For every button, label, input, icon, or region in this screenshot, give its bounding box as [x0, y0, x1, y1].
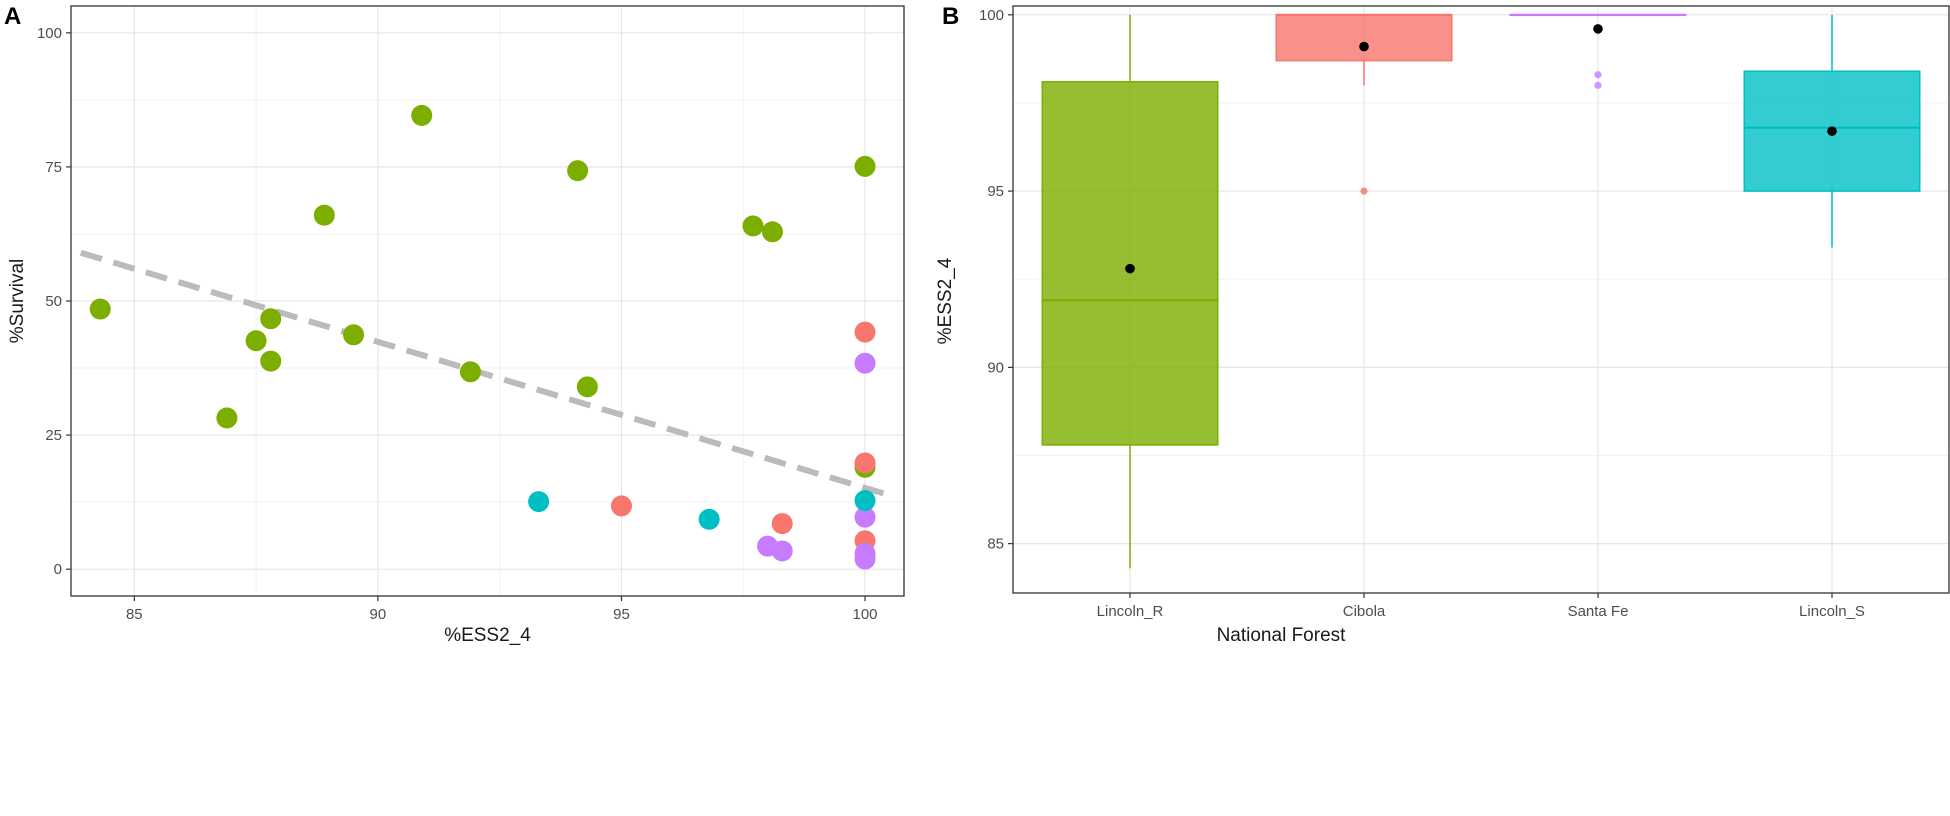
panel-b-y-tick-label: 85	[987, 536, 1004, 553]
panel-a-y-tick-label: 100	[37, 25, 62, 42]
scatter-point-lincoln-r	[761, 221, 783, 243]
panel-b: B 85 90 95 100 Lincoln_R Cibola Santa Fe Lincol…	[935, 3, 1950, 646]
panel-b-x-tick-label: Cibola	[1343, 603, 1386, 620]
panel-a-points	[89, 104, 876, 570]
panel-a-grid	[71, 6, 904, 596]
panel-a-x-tick-label: 100	[853, 606, 878, 623]
scatter-point-lincoln-r	[313, 204, 335, 226]
scatter-point-lincoln-s	[528, 491, 550, 513]
scatter-point-lincoln-r	[742, 215, 764, 237]
scatter-point-lincoln-r	[216, 407, 238, 429]
panel-b-label: B	[942, 3, 959, 30]
panel-b-y-tick-label: 90	[987, 359, 1004, 376]
box-body-cibola	[1275, 14, 1453, 62]
panel-b-y-axis-title: %ESS2_4	[935, 257, 956, 344]
panel-a-x-tick-label: 90	[370, 606, 387, 623]
scatter-point-cibola	[771, 513, 793, 535]
scatter-point-lincoln-r	[854, 155, 876, 177]
panel-b-y-tick-label: 100	[979, 7, 1004, 24]
panel-a-y-tick-label: 75	[45, 159, 62, 176]
panel-a-y-tick-label: 0	[54, 561, 62, 578]
panel-a-x-axis-title: %ESS2_4	[444, 625, 531, 646]
panel-a-ticks: 85 90 95 100 0 25 50 75 100	[37, 25, 878, 623]
panel-a-trendline	[79, 249, 891, 499]
scatter-point-lincoln-r	[411, 104, 433, 126]
panel-b-y-tick-label: 95	[987, 183, 1004, 200]
panel-b-x-axis-title: National Forest	[1217, 625, 1347, 646]
scatter-point-lincoln-s	[698, 508, 720, 530]
panel-b-boxes	[1041, 13, 1921, 569]
scatter-point-cibola	[854, 321, 876, 343]
box-outlier-santa-fe	[1594, 81, 1602, 89]
panel-b-ticks: 85 90 95 100 Lincoln_R Cibola Santa Fe Lincoln_…	[979, 7, 1865, 620]
scatter-point-santa-fe	[854, 506, 876, 528]
box-mean-lincoln-s	[1827, 126, 1837, 136]
panel-a-y-tick-label: 50	[45, 293, 62, 310]
panel-b-x-tick-label: Santa Fe	[1568, 603, 1629, 620]
box-mean-lincoln-r	[1125, 263, 1135, 274]
scatter-point-lincoln-s	[854, 490, 876, 512]
scatter-point-lincoln-r	[567, 160, 589, 182]
panel-a: A 85 90 95 100 0 25 50 75 100 %ESS2_4 %Survival	[4, 3, 905, 646]
panel-b-frame	[1012, 5, 1950, 594]
panel-b-x-tick-label: Lincoln_S	[1799, 603, 1865, 620]
panel-a-trendline-layer	[79, 249, 891, 499]
box-body-lincoln-r	[1041, 81, 1219, 446]
scatter-point-santa-fe	[854, 548, 876, 570]
scatter-point-lincoln-r	[343, 324, 365, 346]
panel-b-x-tick-label: Lincoln_R	[1097, 603, 1164, 620]
panel-a-x-tick-label: 95	[613, 606, 630, 623]
box-mean-cibola	[1359, 41, 1369, 52]
panel-a-y-tick-label: 25	[45, 427, 62, 444]
box-body-lincoln-s	[1743, 70, 1921, 192]
scatter-point-lincoln-r	[260, 308, 282, 330]
scatter-point-lincoln-r	[245, 330, 267, 352]
scatter-point-lincoln-r	[89, 298, 111, 320]
scatter-point-lincoln-r	[576, 376, 598, 398]
scatter-point-lincoln-r	[260, 350, 282, 372]
panel-a-x-tick-label: 85	[126, 606, 143, 623]
box-mean-santa-fe	[1593, 24, 1603, 34]
box-outlier-cibola	[1360, 187, 1368, 195]
scatter-point-cibola	[854, 452, 876, 474]
scatter-point-santa-fe	[771, 540, 793, 562]
panel-a-label: A	[4, 3, 21, 30]
panel-a-y-axis-title: %Survival	[7, 259, 28, 343]
scatter-point-santa-fe	[854, 352, 876, 374]
scatter-point-lincoln-r	[459, 361, 481, 383]
box-outlier-santa-fe	[1594, 71, 1602, 79]
scatter-point-cibola	[610, 495, 632, 517]
